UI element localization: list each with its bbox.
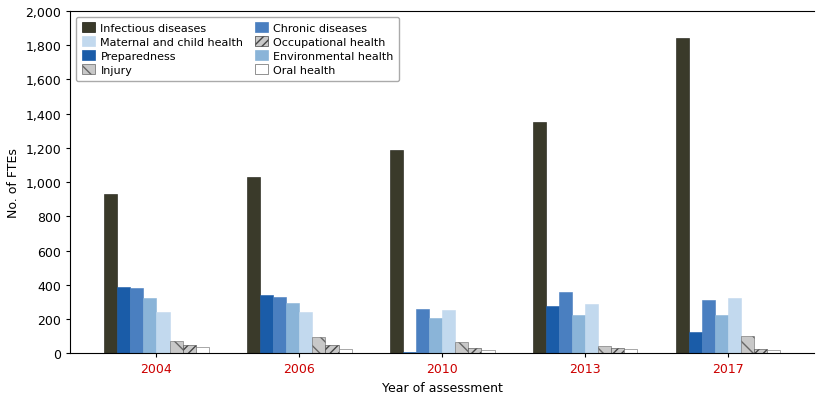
Bar [325, 345, 338, 354]
Bar [546, 307, 559, 354]
Bar [689, 332, 702, 354]
Bar [300, 312, 313, 354]
Bar [754, 349, 767, 354]
Bar [260, 296, 273, 354]
Bar [612, 348, 624, 354]
Bar [429, 318, 443, 354]
Bar [247, 178, 260, 354]
Bar [533, 123, 546, 354]
Bar [182, 345, 195, 354]
Bar [481, 350, 494, 354]
Bar [117, 287, 131, 354]
Bar [741, 336, 754, 354]
Bar [338, 349, 351, 354]
Bar [403, 352, 416, 354]
Bar [170, 342, 182, 354]
Bar [443, 310, 456, 354]
Bar [456, 342, 468, 354]
Bar [157, 312, 170, 354]
Bar [416, 309, 429, 354]
Bar [676, 39, 689, 354]
Bar [390, 150, 403, 354]
Bar [104, 195, 117, 354]
Legend: Infectious diseases, Maternal and child health, Preparedness, Injury, Chronic di: Infectious diseases, Maternal and child … [76, 18, 399, 81]
Bar [131, 288, 144, 354]
Bar [195, 348, 209, 354]
Bar [599, 346, 612, 354]
Bar [559, 292, 572, 354]
Bar [767, 350, 780, 354]
Bar [468, 348, 481, 354]
Bar [585, 304, 599, 354]
Bar [715, 315, 728, 354]
Y-axis label: No. of FTEs: No. of FTEs [7, 148, 20, 218]
Bar [144, 298, 157, 354]
Bar [572, 315, 585, 354]
Bar [702, 301, 715, 354]
Bar [273, 297, 287, 354]
Bar [287, 303, 300, 354]
Bar [313, 337, 325, 354]
Bar [728, 298, 741, 354]
X-axis label: Year of assessment: Year of assessment [382, 381, 502, 394]
Bar [624, 349, 637, 354]
